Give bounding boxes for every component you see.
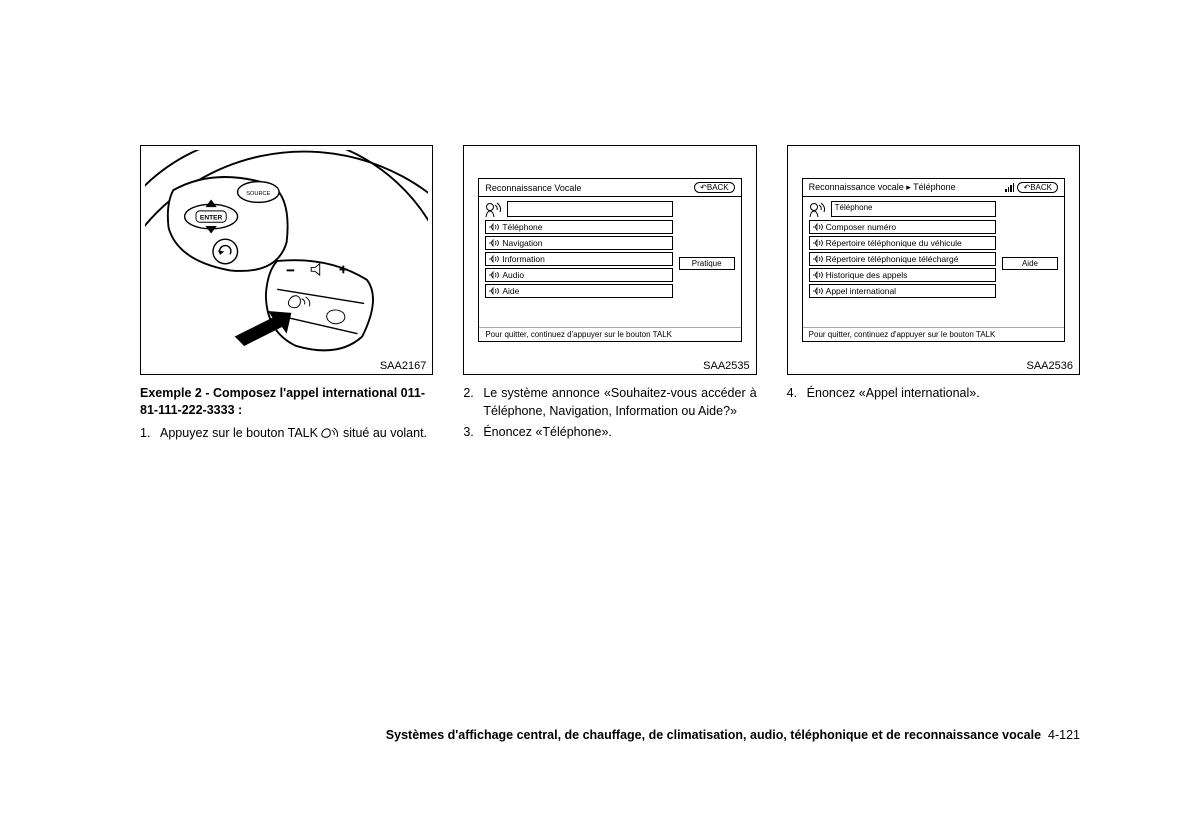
step-4: 4. Énoncez «Appel international». bbox=[787, 385, 1080, 403]
menu-item: Aide bbox=[485, 284, 672, 298]
screen3-footer: Pour quitter, continuez d'appuyer sur le… bbox=[803, 327, 1064, 341]
speak-box bbox=[507, 201, 672, 217]
column-1: SOURCE ENTER bbox=[140, 145, 433, 446]
page-footer: Systèmes d'affichage central, de chauffa… bbox=[386, 728, 1080, 742]
menu-item: Navigation bbox=[485, 236, 672, 250]
menu-item: Téléphone bbox=[485, 220, 672, 234]
figure-3: Reconnaissance vocale ▸ Téléphone ↶BACK bbox=[787, 145, 1080, 375]
example-heading: Exemple 2 - Composez l'appel internation… bbox=[140, 385, 433, 419]
figure-code: SAA2535 bbox=[703, 360, 749, 372]
practice-button: Pratique bbox=[679, 257, 735, 270]
column-2: Reconnaissance Vocale ↶BACK bbox=[463, 145, 756, 446]
back-button: ↶BACK bbox=[1017, 182, 1058, 193]
screen3-title: Reconnaissance vocale ▸ Téléphone bbox=[809, 182, 956, 193]
menu-item: Appel international bbox=[809, 284, 996, 298]
screen2-footer: Pour quitter, continuez d'appuyer sur le… bbox=[479, 327, 740, 341]
back-button: ↶BACK bbox=[694, 182, 735, 193]
steering-wheel-illustration: SOURCE ENTER bbox=[145, 150, 428, 370]
svg-text:SOURCE: SOURCE bbox=[246, 191, 270, 197]
menu-item: Composer numéro bbox=[809, 220, 996, 234]
step-3: 3. Énoncez «Téléphone». bbox=[463, 424, 756, 442]
speak-icon bbox=[485, 201, 503, 217]
speak-icon bbox=[809, 201, 827, 217]
step-1: 1. Appuyez sur le bouton TALK situé au v… bbox=[140, 425, 433, 443]
talk-icon bbox=[321, 427, 339, 439]
figure-2: Reconnaissance Vocale ↶BACK bbox=[463, 145, 756, 375]
menu-item: Information bbox=[485, 252, 672, 266]
help-button: Aide bbox=[1002, 257, 1058, 270]
signal-icon bbox=[1005, 183, 1014, 192]
col2-text: 2. Le système annonce «Souhaitez-vous ac… bbox=[463, 385, 756, 442]
screen2-title: Reconnaissance Vocale bbox=[485, 183, 581, 193]
step-2: 2. Le système annonce «Souhaitez-vous ac… bbox=[463, 385, 756, 420]
figure-code: SAA2536 bbox=[1027, 360, 1073, 372]
svg-text:ENTER: ENTER bbox=[200, 214, 223, 221]
menu-item: Répertoire téléphonique du véhicule bbox=[809, 236, 996, 250]
figure-1: SOURCE ENTER bbox=[140, 145, 433, 375]
speak-box: Téléphone bbox=[831, 201, 996, 217]
columns: SOURCE ENTER bbox=[140, 145, 1080, 446]
page: SOURCE ENTER bbox=[0, 0, 1200, 446]
menu-item: Audio bbox=[485, 268, 672, 282]
figure-code: SAA2167 bbox=[380, 360, 426, 372]
col3-text: 4. Énoncez «Appel international». bbox=[787, 385, 1080, 403]
col1-text: Exemple 2 - Composez l'appel internation… bbox=[140, 385, 433, 442]
column-3: Reconnaissance vocale ▸ Téléphone ↶BACK bbox=[787, 145, 1080, 446]
menu-item: Historique des appels bbox=[809, 268, 996, 282]
menu-item: Répertoire téléphonique téléchargé bbox=[809, 252, 996, 266]
